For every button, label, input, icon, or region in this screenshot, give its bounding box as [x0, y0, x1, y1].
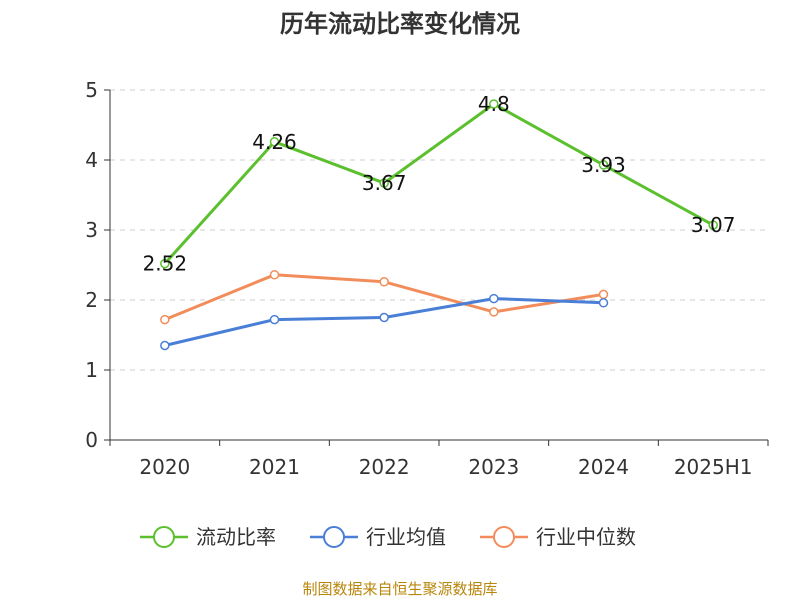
chart-title: 历年流动比率变化情况 — [280, 10, 520, 38]
data-point — [379, 312, 389, 323]
data-point — [160, 340, 170, 351]
legend-label: 行业均值 — [366, 525, 446, 549]
legend-label: 流动比率 — [196, 525, 276, 549]
data-point — [269, 270, 280, 280]
y-tick-label: 1 — [85, 358, 98, 382]
data-point — [379, 277, 389, 287]
y-tick-label: 3 — [85, 218, 98, 242]
data-point — [489, 307, 499, 317]
x-tick-label: 2025H1 — [674, 455, 753, 479]
legend-marker — [153, 526, 175, 548]
data-label: 3.67 — [362, 171, 407, 195]
legend-marker — [493, 526, 515, 548]
data-point — [598, 160, 609, 170]
data-point — [489, 99, 499, 109]
y-tick-label: 5 — [85, 78, 98, 102]
data-label: 3.93 — [581, 153, 626, 177]
data-label: 3.07 — [691, 213, 736, 237]
data-point — [489, 293, 499, 304]
x-tick-label: 2024 — [578, 455, 629, 479]
data-point — [160, 258, 170, 269]
source-note: 制图数据来自恒生聚源数据库 — [302, 580, 498, 598]
x-tick-label: 2020 — [139, 455, 190, 479]
y-tick-label: 0 — [85, 428, 98, 452]
data-label: 4.8 — [478, 92, 510, 116]
data-point — [708, 220, 718, 230]
series-line — [163, 102, 714, 265]
x-tick-label: 2023 — [468, 455, 519, 479]
data-label: 4.26 — [252, 130, 297, 154]
x-tick-label: 2022 — [359, 455, 410, 479]
data-label: 2.52 — [143, 252, 188, 276]
data-point — [269, 314, 280, 325]
data-point — [598, 298, 609, 308]
data-point — [379, 178, 389, 188]
legend-marker — [323, 526, 345, 548]
y-tick-label: 4 — [85, 148, 98, 172]
data-point — [160, 314, 170, 325]
legend-label: 行业中位数 — [536, 525, 636, 549]
data-point — [269, 137, 280, 147]
data-point — [598, 289, 609, 300]
x-tick-label: 2021 — [249, 455, 300, 479]
y-tick-label: 2 — [85, 288, 98, 312]
